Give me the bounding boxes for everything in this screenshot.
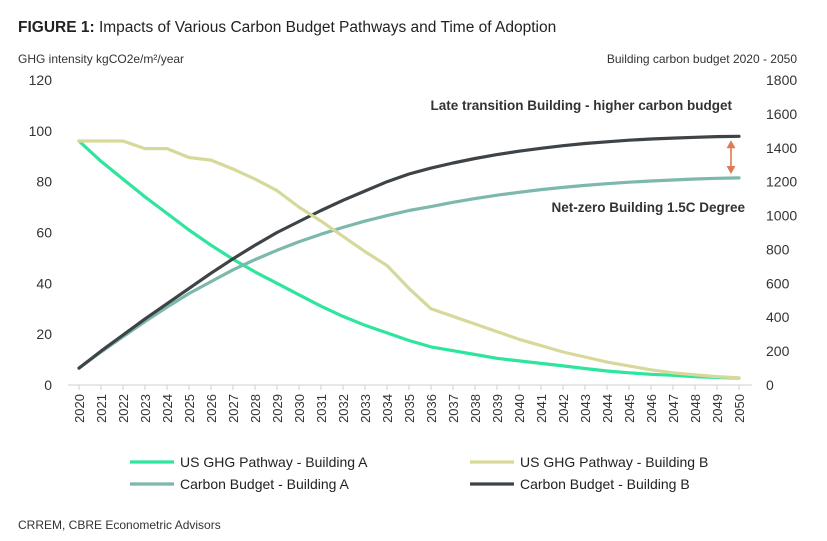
legend-label: Carbon Budget - Building A — [180, 476, 350, 492]
x-tick-label: 2046 — [644, 394, 659, 423]
x-tick-label: 2032 — [336, 394, 351, 423]
x-tick-label: 2033 — [358, 394, 373, 423]
x-tick-label: 2043 — [578, 394, 593, 423]
chart-title-rest: Impacts of Various Carbon Budget Pathway… — [95, 19, 557, 36]
x-tick-label: 2048 — [688, 394, 703, 423]
x-tick-label: 2047 — [666, 394, 681, 423]
x-tick-label: 2025 — [182, 394, 197, 423]
x-tick-label: 2042 — [556, 394, 571, 423]
budget-gap-arrow — [726, 140, 736, 174]
y-right-tick-label: 1800 — [766, 72, 797, 88]
x-tick-label: 2026 — [204, 394, 219, 423]
x-tick-label: 2035 — [402, 394, 417, 423]
y-right-tick-label: 1000 — [766, 208, 797, 224]
series-line-1 — [77, 139, 741, 380]
x-tick-label: 2045 — [622, 394, 637, 423]
y-right-tick-label: 1200 — [766, 174, 797, 190]
arrow-head-down — [726, 165, 736, 174]
y-axis-right-label: Building carbon budget 2020 - 2050 — [607, 52, 797, 66]
legend-label: US GHG Pathway - Building A — [180, 454, 368, 470]
x-tick-label: 2039 — [490, 394, 505, 423]
series-line-2 — [77, 176, 741, 370]
x-tick-label: 2021 — [94, 394, 109, 423]
y-left-tick-label: 100 — [29, 123, 53, 139]
y-axis-left-label: GHG intensity kgCO2e/m²/year — [18, 52, 184, 66]
x-tick-label: 2027 — [226, 394, 241, 423]
y-axis-right-ticks: 0 200 400 600 800 1000 1200 1400 1600 1800 — [766, 72, 797, 393]
y-left-tick-label: 80 — [36, 174, 52, 190]
arrow-head-up — [726, 140, 736, 149]
y-right-tick-label: 200 — [766, 343, 790, 359]
x-tick-label: 2023 — [138, 394, 153, 423]
y-right-tick-label: 1400 — [766, 140, 797, 156]
y-right-tick-label: 800 — [766, 241, 790, 257]
x-tick-label: 2022 — [116, 394, 131, 423]
y-right-tick-label: 600 — [766, 275, 790, 291]
y-left-tick-label: 40 — [36, 275, 52, 291]
y-left-tick-label: 120 — [29, 72, 53, 88]
x-tick-label: 2037 — [446, 394, 461, 423]
source-note: CRREM, CBRE Econometric Advisors — [18, 518, 221, 532]
x-axis-ticks: 2020 2021 2022 2023 2024 2025 2026 2027 2028 2029… — [72, 385, 747, 423]
x-tick-label: 2050 — [732, 394, 747, 423]
y-right-tick-label: 1600 — [766, 106, 797, 122]
x-tick-label: 2038 — [468, 394, 483, 423]
x-tick-label: 2029 — [270, 394, 285, 423]
x-tick-label: 2044 — [600, 394, 615, 423]
x-tick-label: 2024 — [160, 394, 175, 423]
y-left-tick-label: 60 — [36, 225, 52, 241]
x-tick-label: 2049 — [710, 394, 725, 423]
x-tick-label: 2036 — [424, 394, 439, 423]
legend-label: Carbon Budget - Building B — [520, 476, 690, 492]
x-tick-label: 2028 — [248, 394, 263, 423]
annotation-net-zero: Net-zero Building 1.5C Degree — [551, 200, 745, 215]
series-lines — [77, 134, 741, 380]
x-tick-label: 2030 — [292, 394, 307, 423]
x-tick-label: 2031 — [314, 394, 329, 423]
y-left-tick-label: 0 — [44, 377, 52, 393]
y-right-tick-label: 0 — [766, 377, 774, 393]
legend: US GHG Pathway - Building A US GHG Pathwa… — [130, 454, 708, 492]
chart-title-prefix: FIGURE 1: — [18, 19, 95, 36]
x-tick-label: 2041 — [534, 394, 549, 423]
legend-label: US GHG Pathway - Building B — [520, 454, 708, 470]
x-tick-label: 2040 — [512, 394, 527, 423]
y-axis-left-ticks: 0 20 40 60 80 100 120 — [29, 72, 53, 393]
series-line-3 — [77, 134, 741, 370]
series-line-0 — [77, 139, 741, 380]
y-right-tick-label: 400 — [766, 309, 790, 325]
x-tick-label: 2034 — [380, 394, 395, 423]
x-tick-label: 2020 — [72, 394, 87, 423]
y-left-tick-label: 20 — [36, 326, 52, 342]
chart-title: FIGURE 1: Impacts of Various Carbon Budg… — [18, 19, 556, 36]
annotation-late-transition: Late transition Building - higher carbon… — [431, 98, 733, 113]
